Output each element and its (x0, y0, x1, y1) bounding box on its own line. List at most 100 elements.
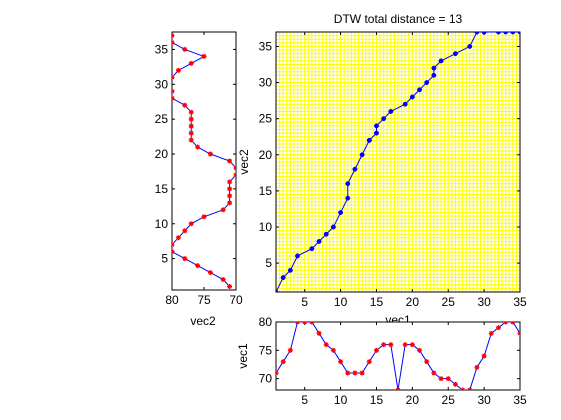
main-ticks: 5 10 15 20 25 30 35 5 10 15 20 25 30 35 (259, 32, 527, 309)
left-data-point (175, 235, 181, 241)
bottom-data-point (424, 359, 430, 365)
left-data-point (201, 214, 207, 220)
main-data-point (366, 137, 372, 143)
bottom-data-point (402, 342, 408, 348)
main-data-point (496, 32, 501, 35)
bottom-data-point (330, 347, 336, 353)
main-grid (276, 32, 520, 292)
main-data-point (510, 32, 516, 35)
bottom-x-tick-label: 35 (513, 393, 527, 407)
main-data-point (345, 181, 351, 187)
main-data-point (295, 253, 300, 259)
left-y-tick-label: 35 (155, 42, 169, 56)
bottom-series-line (276, 322, 520, 390)
main-x-tick-label: 5 (301, 295, 308, 309)
left-y-tick-label: 20 (155, 147, 169, 161)
bottom-data-point (431, 370, 437, 376)
left-data-point (220, 277, 226, 283)
left-data-point (182, 46, 188, 52)
main-data-point (438, 58, 444, 64)
main-data-point (374, 123, 379, 129)
left-data-point (172, 74, 175, 80)
left-data-point (188, 221, 194, 227)
bottom-plot-vec1: 5 10 15 20 25 30 35 70 75 80 vec1 (236, 315, 527, 407)
main-y-tick-label: 10 (259, 220, 273, 234)
main-data-point (409, 94, 415, 100)
main-data-point (503, 32, 509, 35)
bottom-x-tick-label: 5 (301, 393, 308, 407)
bottom-data-point (460, 387, 466, 390)
main-y-tick-label: 15 (259, 184, 273, 198)
bottom-data-point (295, 322, 301, 325)
bottom-data-point (452, 381, 458, 387)
bottom-data-point (438, 376, 444, 382)
left-data-point (207, 151, 213, 157)
main-y-tick-label: 20 (259, 148, 273, 162)
main-data-point (309, 246, 315, 252)
main-plot-dtw-path: 5 10 15 20 25 30 35 5 10 15 20 25 30 35 DTW total dis… (237, 12, 527, 327)
left-data-point (227, 284, 233, 290)
left-data-point (207, 270, 213, 276)
left-data-point (188, 137, 194, 143)
main-data-point (417, 87, 422, 93)
bottom-data-point (510, 322, 516, 325)
bottom-data-point (474, 364, 480, 370)
left-data-point (201, 53, 207, 59)
left-data-point (227, 186, 233, 192)
bottom-data-point (316, 330, 322, 336)
main-data-point (287, 267, 293, 273)
left-data-point (227, 193, 233, 199)
left-x-tick-label: 75 (197, 293, 211, 307)
left-data-point (227, 200, 233, 206)
main-data-point (381, 116, 387, 122)
main-x-tick-label: 10 (334, 295, 348, 309)
main-plot-frame (275, 31, 521, 293)
bottom-data-point (338, 359, 344, 365)
main-data-point (424, 80, 430, 86)
left-data-point (188, 116, 194, 122)
left-data-point (227, 179, 233, 185)
bottom-data-point (495, 325, 501, 331)
main-x-tick-label: 15 (370, 295, 384, 309)
main-x-tick-label: 20 (406, 295, 420, 309)
main-data-point (517, 32, 520, 35)
main-data-point (316, 238, 322, 244)
bottom-data-point (409, 342, 415, 348)
left-plot-area (171, 31, 237, 291)
bottom-data-point (503, 322, 509, 325)
bottom-series (276, 322, 520, 390)
bottom-data-point (366, 359, 372, 365)
bottom-data-point (302, 322, 308, 325)
main-y-tick-label: 35 (259, 39, 273, 53)
bottom-data-point (381, 342, 387, 348)
left-y-tick-label: 25 (155, 112, 169, 126)
left-data-point (172, 32, 175, 38)
bottom-data-point (309, 322, 315, 325)
left-y-tick-label: 5 (161, 252, 168, 266)
main-data-point (280, 275, 286, 281)
bottom-y-tick-label: 80 (259, 315, 273, 329)
main-x-tick-label: 35 (513, 295, 527, 309)
bottom-data-point (345, 370, 351, 376)
left-data-point (175, 67, 181, 73)
main-data-point (323, 231, 329, 237)
left-data-point (172, 249, 175, 255)
bottom-data-point (388, 342, 394, 348)
bottom-data-point (373, 347, 379, 353)
main-data-point (352, 166, 358, 172)
bottom-ticks: 5 10 15 20 25 30 35 70 75 80 (259, 315, 527, 407)
main-data-point (467, 43, 473, 49)
bottom-x-tick-label: 15 (370, 393, 384, 407)
left-data-point (188, 130, 194, 136)
bottom-data-point (280, 359, 286, 365)
bottom-x-tick-label: 10 (334, 393, 348, 407)
main-data-point (345, 195, 351, 201)
main-data-point (431, 72, 437, 78)
bottom-x-tick-label: 20 (406, 393, 420, 407)
left-plot-vec2: 80 75 70 5 10 15 20 25 30 35 vec2 (155, 31, 243, 328)
main-data-point (402, 101, 408, 107)
bottom-data-point (467, 387, 473, 390)
left-ticks: 80 75 70 5 10 15 20 25 30 35 (155, 32, 243, 307)
left-data-point (188, 123, 194, 129)
